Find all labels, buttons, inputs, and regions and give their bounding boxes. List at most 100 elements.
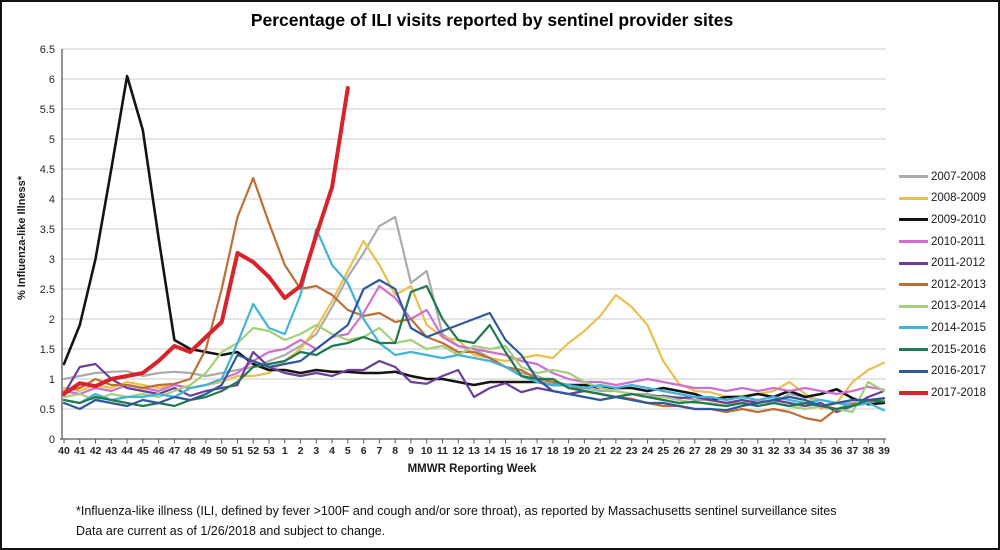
- y-tick-label: 6.5: [40, 44, 55, 56]
- series-line-2017-2018: [62, 86, 350, 396]
- legend-label-2008-2009: 2008-2009: [931, 192, 986, 205]
- x-tick-label: 9: [408, 445, 414, 457]
- legend-item-2010-2011: 2010-2011: [899, 231, 986, 253]
- y-tick-label: 3: [49, 254, 55, 266]
- x-tick-label: 52: [247, 445, 259, 457]
- legend-swatch-2010-2011: [899, 240, 928, 244]
- y-tick-label: 2.5: [40, 284, 55, 296]
- legend-label-2015-2016: 2015-2016: [931, 343, 986, 356]
- legend-label-2011-2012: 2011-2012: [931, 257, 986, 270]
- footnote-line-1: *Influenza-like illness (ILI, defined by…: [76, 504, 837, 518]
- x-tick-label: 21: [594, 445, 606, 457]
- legend-swatch-2014-2015: [899, 326, 928, 330]
- x-tick-label: 20: [579, 445, 591, 457]
- x-tick-label: 31: [752, 445, 764, 457]
- legend-item-2014-2015: 2014-2015: [899, 317, 986, 339]
- x-tick-label: 14: [484, 445, 496, 457]
- chart-title: Percentage of ILI visits reported by sen…: [250, 10, 734, 30]
- legend-item-2008-2009: 2008-2009: [899, 188, 986, 210]
- x-tick-label: 24: [642, 445, 654, 457]
- legend-swatch-2016-2017: [899, 369, 928, 373]
- x-tick-label: 45: [137, 445, 149, 457]
- x-tick-label: 35: [815, 445, 827, 457]
- x-tick-label: 30: [736, 445, 748, 457]
- x-tick-label: 23: [626, 445, 638, 457]
- x-tick-label: 17: [531, 445, 543, 457]
- legend-swatch-2009-2010: [899, 218, 928, 222]
- series-line-2007-2008: [62, 215, 886, 405]
- y-tick-label: 5.5: [40, 104, 55, 116]
- footnote-line-2: Data are current as of 1/26/2018 and sub…: [76, 524, 386, 538]
- legend-label-2016-2017: 2016-2017: [931, 365, 986, 378]
- x-tick-label: 51: [232, 445, 244, 457]
- x-tick-label: 39: [878, 445, 890, 457]
- x-tick-label: 34: [799, 445, 811, 457]
- legend-swatch-2017-2018: [899, 390, 928, 395]
- legend-item-2016-2017: 2016-2017: [899, 360, 986, 382]
- x-tick-label: 11: [437, 445, 448, 457]
- legend-label-2017-2018: 2017-2018: [931, 386, 986, 399]
- x-tick-label: 19: [563, 445, 575, 457]
- legend-swatch-2007-2008: [899, 175, 928, 179]
- legend-label-2010-2011: 2010-2011: [931, 235, 986, 248]
- x-tick-label: 13: [468, 445, 480, 457]
- x-tick-label: 32: [768, 445, 780, 457]
- legend-label-2007-2008: 2007-2008: [931, 170, 986, 183]
- series-line-2009-2010: [62, 74, 886, 406]
- legend-item-2013-2014: 2013-2014: [899, 296, 986, 318]
- x-tick-label: 7: [376, 445, 382, 457]
- x-tick-label: 4: [329, 445, 335, 457]
- x-tick-label: 10: [421, 445, 433, 457]
- legend-swatch-2015-2016: [899, 348, 928, 352]
- y-tick-label: 5: [49, 134, 55, 146]
- legend-item-2009-2010: 2009-2010: [899, 209, 986, 231]
- x-tick-label: 37: [847, 445, 859, 457]
- x-tick-label: 1: [282, 445, 288, 457]
- x-tick-label: 41: [74, 445, 86, 457]
- legend-item-2017-2018: 2017-2018: [899, 382, 986, 404]
- x-tick-label: 2: [298, 445, 304, 457]
- y-tick-label: 0.5: [40, 404, 55, 416]
- x-tick-label: 43: [105, 445, 117, 457]
- legend-swatch-2011-2012: [899, 261, 928, 265]
- x-tick-label: 47: [169, 445, 181, 457]
- x-tick-label: 18: [547, 445, 559, 457]
- x-tick-label: 12: [452, 445, 464, 457]
- legend-label-2012-2013: 2012-2013: [931, 278, 986, 291]
- x-tick-label: 49: [200, 445, 212, 457]
- x-tick-label: 40: [58, 445, 70, 457]
- x-tick-label: 50: [216, 445, 228, 457]
- y-tick-label: 3.5: [40, 224, 55, 236]
- series-line-2014-2015: [62, 227, 886, 412]
- x-tick-label: 46: [153, 445, 165, 457]
- legend-label-2009-2010: 2009-2010: [931, 213, 986, 226]
- x-tick-label: 6: [361, 445, 367, 457]
- series-line-2011-2012: [62, 350, 886, 414]
- series-line-2010-2011: [62, 284, 886, 396]
- x-tick-label: 44: [121, 445, 133, 457]
- legend-item-2015-2016: 2015-2016: [899, 339, 986, 361]
- x-tick-label: 33: [784, 445, 796, 457]
- x-tick-label: 29: [720, 445, 732, 457]
- x-tick-label: 28: [705, 445, 717, 457]
- x-tick-label: 22: [610, 445, 622, 457]
- x-tick-label: 48: [184, 445, 196, 457]
- legend-label-2014-2015: 2014-2015: [931, 321, 986, 334]
- x-tick-label: 5: [345, 445, 351, 457]
- x-tick-label: 53: [263, 445, 275, 457]
- x-tick-label: 36: [831, 445, 843, 457]
- x-axis-title: MMWR Reporting Week: [407, 463, 537, 475]
- x-tick-label: 25: [657, 445, 669, 457]
- y-tick-label: 0: [49, 434, 55, 446]
- y-tick-label: 1: [49, 374, 55, 386]
- legend-item-2012-2013: 2012-2013: [899, 274, 986, 296]
- y-tick-label: 6: [49, 74, 55, 86]
- legend-swatch-2012-2013: [899, 283, 928, 287]
- legend-item-2011-2012: 2011-2012: [899, 252, 986, 274]
- y-tick-label: 1.5: [40, 344, 55, 356]
- series-line-2016-2017: [62, 278, 886, 412]
- x-tick-label: 27: [689, 445, 701, 457]
- legend: 2007-2008 2008-2009 2009-2010 2010-2011 2011…: [899, 166, 986, 404]
